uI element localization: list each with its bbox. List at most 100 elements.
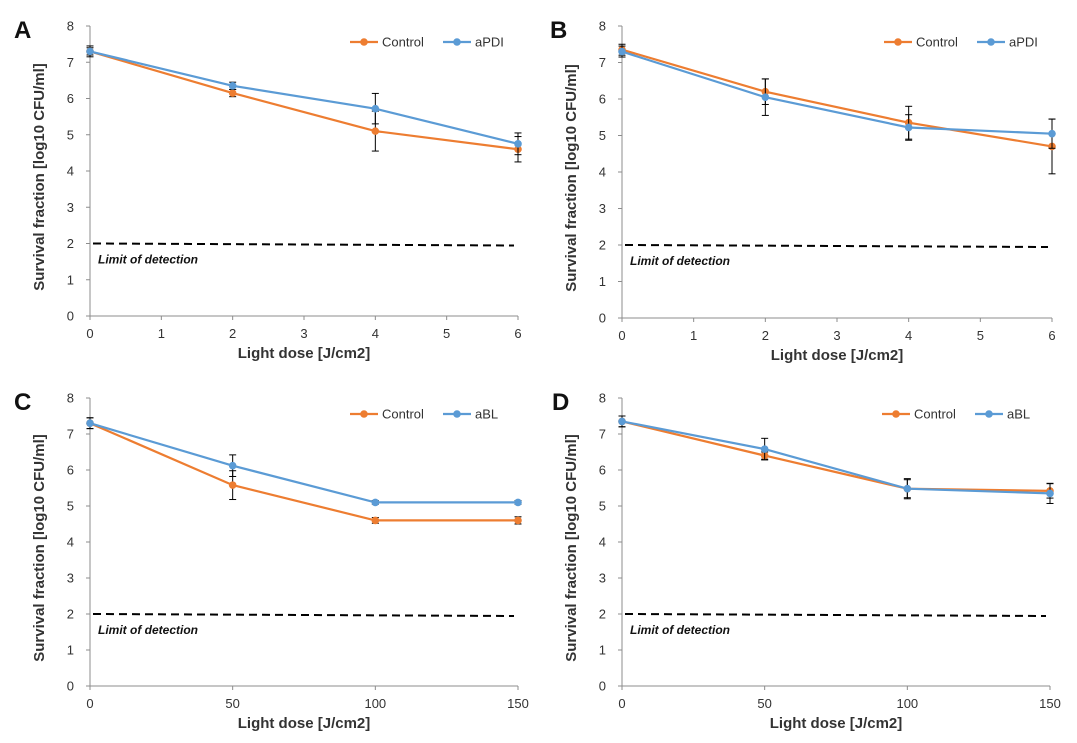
panel-d-legend-0-label: Control: [914, 407, 956, 422]
panel-b-series-1-point: [1048, 129, 1056, 138]
panel-a: A 0 1 2 3 4 5 6 7 8 0 1 2 3 4 5 6 Light dose [J/cm2] Surv…: [14, 17, 522, 362]
panel-d-x-tick-label: 50: [757, 696, 771, 711]
panel-c-series-0-point: [514, 516, 522, 525]
panel-a-limit-line: [92, 242, 515, 247]
panel-d-series-0-line: [621, 420, 1051, 492]
panel-c-x-tick-label: 0: [86, 696, 93, 711]
panel-a-y-tick-label: 3: [67, 200, 74, 215]
panel-b-legend-1-label: aPDI: [1009, 35, 1038, 50]
panel-c-x-axis-title: Light dose [J/cm2]: [238, 715, 371, 732]
panel-b-y-tick-label: 5: [599, 128, 606, 143]
panel-c-series-1-point: [228, 461, 237, 470]
panel-a-series-1-point: [371, 104, 380, 113]
panel-a-legend-0-marker: [360, 38, 368, 46]
panel-d-y-tick-label: 5: [599, 499, 606, 514]
panel-c-x-tick-label: 150: [507, 696, 529, 711]
panel-c-series-0-point: [371, 516, 380, 525]
panel-b-series-1-point: [761, 93, 770, 101]
panel-letter-d: D: [552, 389, 569, 416]
panel-c-y-tick-label: 4: [67, 535, 74, 550]
panel-c-legend-0-marker: [360, 410, 368, 418]
panel-c-series-1-line: [89, 422, 518, 504]
panel-b-y-tick-label: 7: [599, 55, 606, 70]
panel-a-x-tick-label: 0: [86, 326, 93, 341]
panel-c-series-0-line: [89, 422, 518, 522]
panel-d-series-1-line: [621, 420, 1051, 495]
panel-a-series-1-point: [514, 140, 522, 148]
panel-a-series-0-line: [89, 50, 519, 151]
panel-d-y-tick-label: 7: [599, 427, 606, 442]
panel-d-limit-label: Limit of detection: [630, 623, 730, 637]
panel-b-series-1-point: [618, 47, 626, 56]
panel-a-y-tick-label: 6: [67, 91, 74, 106]
panel-b: B 0 1 2 3 4 5 6 7 8 0 1 2 3 4 5 6 Light dose [J/cm2] Surv…: [550, 17, 1056, 364]
panel-b-limit-label: Limit of detection: [630, 254, 730, 268]
panel-a-series-0-point: [371, 127, 380, 135]
panel-letter-b: B: [550, 17, 567, 44]
panel-a-y-tick-label: 2: [67, 236, 74, 251]
panel-d-x-tick-label: 150: [1039, 696, 1061, 711]
panel-d-y-tick-label: 6: [599, 463, 606, 478]
panel-c-y-tick-label: 0: [67, 679, 74, 694]
panel-d-x-axis-title: Light dose [J/cm2]: [770, 715, 903, 732]
panel-b-y-tick-label: 1: [599, 274, 606, 289]
panel-letter-c: C: [14, 389, 31, 416]
panel-a-limit-label: Limit of detection: [98, 253, 198, 267]
panel-d-y-tick-label: 1: [599, 643, 606, 658]
panel-c-y-axis-title: Survival fraction [log10 CFU/ml]: [31, 434, 48, 662]
panel-b-x-axis-title: Light dose [J/cm2]: [771, 347, 904, 364]
panel-a-x-tick-label: 6: [514, 326, 521, 341]
panel-b-series-0-line: [621, 48, 1053, 148]
panel-a-legend-0-label: Control: [382, 35, 424, 50]
panel-d-series-1-point: [618, 417, 626, 426]
panel-a-y-axis-title: Survival fraction [log10 CFU/ml]: [31, 63, 48, 291]
panel-b-x-tick-label: 4: [905, 328, 912, 343]
panel-b-x-tick-label: 0: [618, 328, 625, 343]
panel-c-y-tick-label: 7: [67, 427, 74, 442]
panel-a-legend-1-label: aPDI: [475, 35, 504, 50]
panel-c-x-tick-label: 100: [364, 696, 386, 711]
panel-d-x-tick-label: 0: [618, 696, 625, 711]
panel-c-series-1-point: [514, 498, 522, 507]
panel-d: D 0 1 2 3 4 5 6 7 8 0 50 100 150 Light dose [J/cm2] Su…: [552, 389, 1061, 732]
panel-b-x-tick-label: 1: [690, 328, 697, 343]
panel-a-x-tick-label: 3: [300, 326, 307, 341]
panel-b-y-tick-label: 6: [599, 92, 606, 107]
panel-a-y-tick-label: 5: [67, 127, 74, 142]
panel-d-limit-line: [624, 613, 1047, 617]
panel-c-legend-0-label: Control: [382, 407, 424, 422]
panel-d-y-tick-label: 4: [599, 535, 606, 550]
panel-a-y-tick-label: 1: [67, 272, 74, 287]
panel-b-series-1-point: [904, 123, 913, 132]
panel-b-legend-0-label: Control: [916, 35, 958, 50]
panel-b-limit-line: [624, 244, 1049, 248]
panel-a-x-tick-label: 2: [229, 326, 236, 341]
panel-c-limit-label: Limit of detection: [98, 623, 198, 637]
panel-b-y-tick-label: 3: [599, 201, 606, 216]
panel-letter-a: A: [14, 17, 31, 44]
panel-b-x-tick-label: 5: [977, 328, 984, 343]
panel-a-y-tick-label: 8: [67, 19, 74, 34]
panel-d-x-tick-label: 100: [896, 696, 918, 711]
panel-b-y-tick-label: 4: [599, 165, 606, 180]
panel-a-x-tick-label: 1: [158, 326, 165, 341]
panel-a-series-1-point: [86, 47, 94, 56]
panel-b-legend-1-marker: [987, 38, 995, 46]
panel-b-series-1-line: [621, 50, 1053, 135]
panel-c-legend-1-label: aBL: [475, 407, 498, 422]
panel-a-series-1-point: [228, 82, 237, 90]
panel-c-series-1-point: [371, 498, 380, 507]
panel-d-series-1-point: [760, 445, 769, 453]
panel-a-y-tick-label: 4: [67, 164, 74, 179]
panel-b-y-tick-label: 0: [599, 311, 606, 326]
panel-b-x-tick-label: 2: [762, 328, 769, 343]
panel-d-series-1-point: [903, 484, 912, 493]
panel-b-y-tick-label: 8: [599, 19, 606, 34]
panel-d-legend-0-marker: [892, 410, 900, 418]
panel-a-series-0-point: [228, 89, 237, 97]
panel-a-x-tick-label: 5: [443, 326, 450, 341]
panel-b-x-tick-label: 3: [833, 328, 840, 343]
panel-a-legend-1-marker: [453, 38, 461, 46]
panel-c-legend-1-marker: [453, 410, 461, 418]
